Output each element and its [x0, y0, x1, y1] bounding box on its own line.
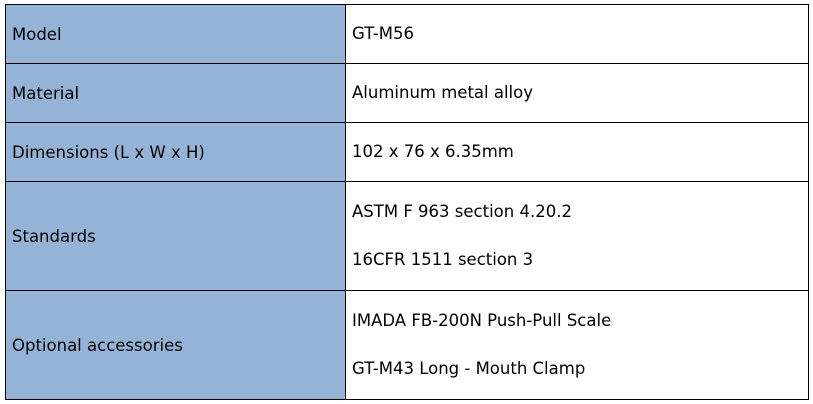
value-line: Aluminum metal alloy [352, 83, 533, 102]
value-line: ASTM F 963 section 4.20.2 [352, 202, 572, 221]
value-line: IMADA FB-200N Push-Pull Scale [352, 311, 612, 330]
row-value: GT-M56 [345, 4, 809, 64]
row-label: Material [5, 63, 346, 123]
row-value: Aluminum metal alloy [345, 63, 809, 123]
value-line: 102 x 76 x 6.35mm [352, 142, 514, 161]
row-label: Standards [5, 181, 346, 291]
table-row: Model GT-M56 [5, 4, 809, 64]
table-row: Standards ASTM F 963 section 4.20.2 16CFR … [5, 181, 809, 291]
row-label: Model [5, 4, 346, 64]
row-label: Optional accessories [5, 290, 346, 400]
value-line: GT-M43 Long - Mouth Clamp [352, 359, 586, 378]
value-line: 16CFR 1511 section 3 [352, 250, 534, 269]
row-value: ASTM F 963 section 4.20.2 16CFR 1511 sect… [345, 181, 809, 291]
table-row: Dimensions (L x W x H) 102 x 76 x 6.35mm [5, 122, 809, 182]
value-line: GT-M56 [352, 24, 414, 43]
table-row: Material Aluminum metal alloy [5, 63, 809, 123]
spec-table: Model GT-M56 Material Aluminum metal alloy D… [5, 4, 809, 400]
table-row: Optional accessories IMADA FB-200N Push-P… [5, 290, 809, 400]
row-value: 102 x 76 x 6.35mm [345, 122, 809, 182]
row-label: Dimensions (L x W x H) [5, 122, 346, 182]
row-value: IMADA FB-200N Push-Pull Scale GT-M43 Long… [345, 290, 809, 400]
